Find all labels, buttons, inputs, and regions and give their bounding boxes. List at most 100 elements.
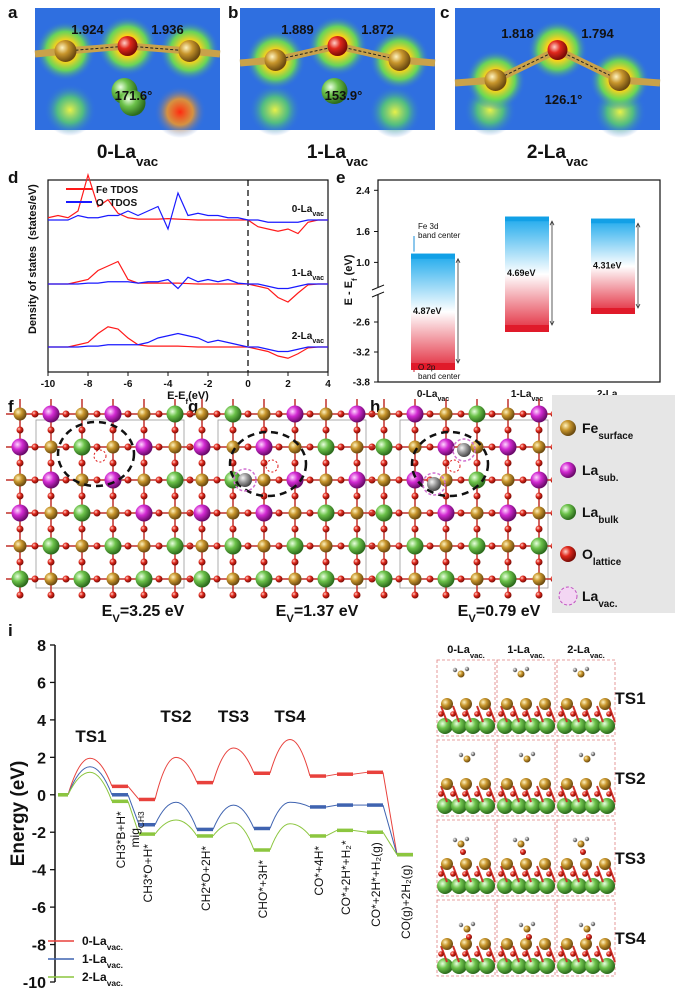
bond <box>572 705 580 723</box>
vacancy-energy-part: =1.37 eV <box>294 603 359 620</box>
o-atom <box>171 525 179 533</box>
fe-atom <box>532 572 546 586</box>
dos-curve <box>47 172 328 235</box>
axis-break <box>374 287 382 295</box>
ts-label: TS4 <box>274 707 306 726</box>
legend-atom <box>560 420 576 436</box>
column-header-part: vac. <box>470 651 485 660</box>
o-atom <box>229 492 237 500</box>
fe-atom <box>441 698 453 710</box>
o-atom <box>198 459 206 467</box>
row-label: TS2 <box>614 769 645 788</box>
band-bar <box>505 216 549 332</box>
o-atom <box>229 525 237 533</box>
bond <box>596 865 604 883</box>
o-atom <box>450 711 456 717</box>
la-atom <box>468 471 486 489</box>
y-axis-label: (states/eV) <box>27 184 39 240</box>
o-atom <box>62 509 70 517</box>
o-atom <box>457 575 465 583</box>
o-atom <box>171 426 179 434</box>
c-atom <box>463 925 471 933</box>
h-atom <box>590 921 596 927</box>
fe-atom <box>479 778 491 790</box>
fe-atom <box>520 938 532 950</box>
la-atom <box>11 570 29 588</box>
bond <box>560 705 568 723</box>
fe-atom <box>520 858 532 870</box>
la-atom <box>193 504 211 522</box>
o-atom <box>306 575 314 583</box>
fe-atom <box>168 572 182 586</box>
o-atom <box>198 591 206 599</box>
state-label: CO*+2H*+H₂* <box>339 840 353 915</box>
x-tick-label: 0-Lavac <box>417 389 449 403</box>
legend-label: Labulk <box>582 504 619 526</box>
vacancy <box>233 468 257 492</box>
h-atom <box>512 667 518 673</box>
vacancy-atom <box>427 477 441 491</box>
o-atom <box>124 542 132 550</box>
fe-atom <box>106 572 120 586</box>
h-atom <box>530 751 536 757</box>
o-atom <box>337 509 345 517</box>
fe-atom <box>599 858 611 870</box>
o-atom <box>570 711 576 717</box>
fe-atom <box>532 440 546 454</box>
o-atom <box>109 426 117 434</box>
o-atom <box>457 410 465 418</box>
fe-atom <box>319 539 333 553</box>
o-atom <box>606 871 612 877</box>
y-tick-label: 4 <box>37 713 46 730</box>
o-atom <box>570 791 576 797</box>
fe-atom <box>377 473 391 487</box>
o-atom <box>47 426 55 434</box>
x-tick-label-part: vac <box>437 396 449 403</box>
c-atom <box>457 670 465 678</box>
barrier-curve <box>67 771 113 802</box>
la-atom <box>525 798 541 814</box>
o-atom <box>519 410 527 418</box>
fe-atom <box>257 407 271 421</box>
o-atom <box>260 459 268 467</box>
c-atom <box>517 670 525 678</box>
panel-label: f <box>8 397 14 416</box>
la-atom <box>499 504 517 522</box>
legend-label: Fesurface <box>582 420 634 442</box>
vacancy-energy-part: E <box>276 603 287 620</box>
y-axis-label: Energy (eV) <box>8 761 29 867</box>
la-atom <box>530 471 548 489</box>
o-atom <box>109 591 117 599</box>
bond-angle: 126.1° <box>545 92 583 107</box>
o-atom <box>109 558 117 566</box>
o-atom <box>353 492 361 500</box>
fe3d-band <box>591 218 635 224</box>
la-atom <box>135 438 153 456</box>
o-atom <box>534 711 540 717</box>
o-atom <box>155 509 163 517</box>
fe-atom <box>520 778 532 790</box>
o-atom <box>466 934 472 940</box>
o-atom <box>457 509 465 517</box>
o-atom <box>155 575 163 583</box>
site-mark <box>93 449 107 463</box>
o-atom <box>62 476 70 484</box>
o-atom <box>411 426 419 434</box>
la-atom <box>585 798 601 814</box>
o-atom <box>450 951 456 957</box>
column-header: 0-Lavac. <box>447 644 485 660</box>
atom <box>327 36 348 56</box>
o-atom <box>488 476 496 484</box>
bond <box>440 785 448 803</box>
legend-label-part: vac. <box>107 960 123 970</box>
la-atom <box>317 570 335 588</box>
o-atom <box>198 426 206 434</box>
o-atom <box>438 791 444 797</box>
la-atom <box>375 570 393 588</box>
fe-atom <box>106 506 120 520</box>
la-atom <box>465 798 481 814</box>
la-atom <box>224 537 242 555</box>
fe-atom <box>44 506 58 520</box>
o-atom <box>78 525 86 533</box>
o-atom <box>546 711 552 717</box>
